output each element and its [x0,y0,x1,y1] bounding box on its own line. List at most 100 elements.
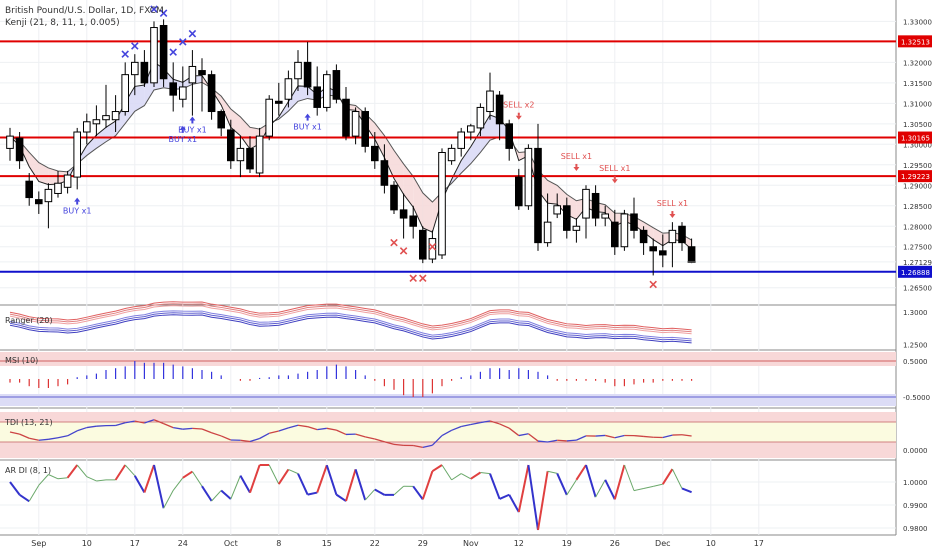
ardi-line [182,470,193,479]
tdi-line [259,432,270,440]
tdi-line [518,433,529,437]
tdi-line [413,444,423,448]
tdi-line [125,420,135,424]
candle [419,229,427,260]
sell-label: SELL x2 [503,101,534,110]
x-marker-icon [179,38,187,46]
date-tick: 8 [276,539,281,548]
buy-arrow-icon [179,125,186,130]
candle [668,229,677,244]
date-tick: 12 [514,539,524,548]
candle [467,125,475,133]
ardi-line [653,483,663,487]
tdi-line [470,421,481,426]
tdi-line [163,423,174,429]
candle [687,246,696,263]
tdi-line [57,435,68,439]
ardi-line [508,494,520,513]
sell-label: SELL x1 [657,199,688,208]
price-tick: 1.27129 [903,259,932,267]
buy-label: BUY x1 [178,125,207,134]
ardi-line [499,493,510,500]
ranger-tick: 1.2500 [903,342,928,350]
buy-arrow-stem [76,201,79,205]
ardi-line [585,464,597,498]
tdi-line [499,423,510,429]
candle [524,147,533,207]
sell-arrow-icon [573,166,580,171]
tdi-line [547,439,558,443]
price-tick: 1.30000 [903,141,932,149]
ardi-line [153,464,165,509]
ardi-line [374,488,385,496]
ardi-line [76,464,88,478]
date-tick: 10 [82,539,92,548]
tdi-line [480,420,491,424]
tdi-lower-zone [0,442,896,458]
candle [54,182,62,194]
ardi-line [86,476,97,482]
buy-arrow-stem [191,120,194,124]
tdi-title: TDI (13, 21) [4,418,53,427]
ardi-line [28,484,40,502]
ma-cloud [605,204,615,227]
candle [630,213,638,231]
ardi-line [623,464,635,491]
msi-lower-zone [0,394,896,406]
ma-cloud [221,96,231,128]
ma-cloud [298,85,308,102]
ardi-line [431,464,443,473]
ardi-tick: 0.9900 [903,502,928,510]
candle [399,209,408,219]
date-tick: Dec [655,539,670,548]
ardi-line [249,464,261,493]
ardi-line [441,464,453,481]
ardi-line [393,485,404,496]
candle [582,188,590,219]
candle [159,24,168,80]
ranger-tick: 1.3000 [903,309,928,317]
last-price-marker [687,260,696,263]
candle [25,180,33,199]
price-label: 1.29223 [901,173,930,181]
ardi-line [527,464,539,531]
slow-average-line [9,81,692,241]
indicator-panels: 1.3000 1.2500 0.5000 -0.5000 0.0000 1.0000 0.9… [0,301,930,533]
tdi-line [220,435,232,441]
sell-arrow-stem [613,176,616,180]
candle [227,129,235,162]
ranger-band [9,303,692,333]
tdi-line [508,427,520,437]
date-tick: 10 [706,539,716,548]
tdi-line [326,427,337,431]
tdi-line [528,433,539,442]
candle [505,123,513,149]
chart-title: British Pound/U.S. Dollar, 1D, FXCM [5,6,164,16]
ardi-line [316,464,328,493]
ma-cloud [403,163,414,208]
buy-arrow-stem [181,129,184,133]
tdi-line [115,422,126,427]
tdi-line [201,428,212,434]
tdi-line [393,443,404,447]
ardi-line [489,473,501,500]
ardi-line [643,485,654,489]
tdi-line [441,429,452,437]
ardi-line [163,490,174,509]
candle [332,70,341,100]
ardi-line [671,468,683,489]
sell-arrow-icon [611,179,618,184]
ardi-line [277,468,290,485]
tdi-line [240,439,251,443]
date-tick: 26 [610,539,620,548]
ardi-line [38,474,49,486]
ardi-line [57,477,68,480]
candle [83,121,91,133]
ardi-line [48,474,59,480]
x-marker-icon [121,50,129,58]
ardi-line [172,477,184,491]
buy-label: BUY x1 [168,135,197,144]
msi-tick: -0.5000 [903,394,930,402]
price-tick: 1.27500 [903,244,932,252]
